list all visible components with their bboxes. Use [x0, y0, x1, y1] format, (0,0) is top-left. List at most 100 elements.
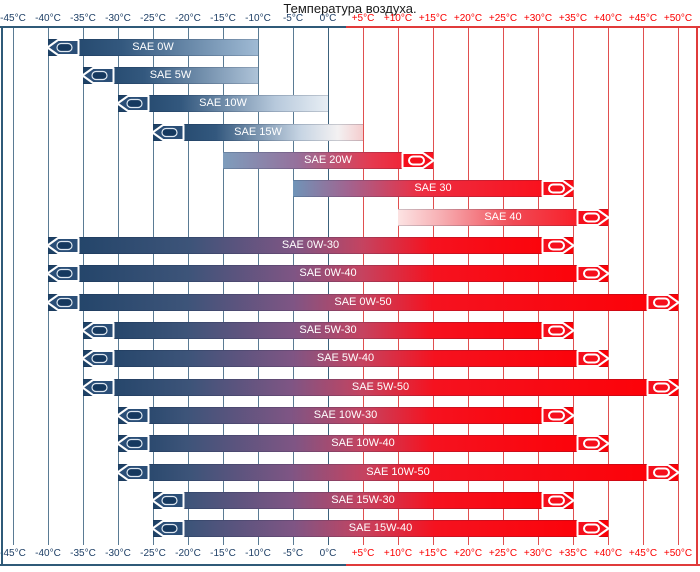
tick-label-top--15: -15°C — [210, 13, 236, 24]
bar-sae-5w: SAE 5W — [81, 67, 258, 84]
left-arrow-icon — [151, 519, 185, 543]
tick-label-bottom--45: -45°C — [0, 548, 26, 559]
tick-label-bottom-35: +35°C — [558, 548, 588, 559]
oil-bar-label: SAE 30 — [414, 182, 452, 194]
left-arrow-icon — [81, 349, 115, 373]
frame-left — [1, 26, 3, 565]
tick-label-bottom--10: -10°C — [245, 548, 271, 559]
right-arrow-icon — [576, 208, 610, 232]
bar-sae-0w: SAE 0W — [46, 39, 258, 56]
gridline--40 — [48, 27, 49, 545]
bar-sae-40: SAE 40 — [398, 209, 610, 226]
tick-label-top--5: -5°C — [282, 13, 304, 24]
oil-bar-label: SAE 5W — [149, 69, 192, 81]
bar-sae-20w: SAE 20W — [223, 152, 435, 169]
bar-sae-15w-40: SAE 15W-40 — [151, 520, 610, 537]
left-arrow-icon — [116, 406, 150, 430]
gridline--5 — [293, 27, 294, 545]
right-arrow-icon — [576, 519, 610, 543]
gridline-45 — [643, 27, 644, 545]
tick-label-bottom-5: +5°C — [351, 548, 375, 559]
bar-sae-15w: SAE 15W — [151, 124, 363, 141]
bar-sae-10w-30: SAE 10W-30 — [116, 407, 575, 424]
tick-label-bottom--5: -5°C — [282, 548, 304, 559]
oil-bar-label: SAE 10W — [199, 97, 247, 109]
oil-bar-label: SAE 10W-50 — [366, 466, 430, 478]
tick-label-bottom--40: -40°C — [35, 548, 61, 559]
oil-bar-label: SAE 15W-40 — [348, 522, 413, 534]
bar-sae-0w-50: SAE 0W-50 — [46, 294, 680, 311]
right-arrow-icon — [541, 491, 575, 515]
gridline--45 — [13, 27, 14, 545]
right-arrow-icon — [541, 406, 575, 430]
tick-label-bottom-25: +25°C — [488, 548, 518, 559]
tick-label-top-30: +30°C — [523, 13, 553, 24]
gridline-15 — [433, 27, 434, 545]
tick-label-top-45: +45°C — [628, 13, 658, 24]
tick-label-top-15: +15°C — [418, 13, 448, 24]
tick-label-top-10: +10°C — [383, 13, 413, 24]
tick-label-bottom-15: +15°C — [418, 548, 448, 559]
bar-sae-10w-40: SAE 10W-40 — [116, 435, 610, 452]
gridline-40 — [608, 27, 609, 545]
tick-label-top-20: +20°C — [453, 13, 483, 24]
oil-bar-label: SAE 0W-30 — [281, 239, 340, 251]
frame-right — [696, 26, 698, 565]
tick-label-top-0: 0°C — [319, 13, 337, 24]
tick-label-top--40: -40°C — [35, 13, 61, 24]
bar-sae-5w-50: SAE 5W-50 — [81, 379, 680, 396]
left-arrow-icon — [81, 321, 115, 345]
bar-sae-15w-30: SAE 15W-30 — [151, 492, 575, 509]
tick-label-top-50: +50°C — [663, 13, 693, 24]
gridline-0 — [328, 27, 329, 545]
gridline--15 — [223, 27, 224, 545]
oil-bar-label: SAE 5W-50 — [351, 381, 410, 393]
tick-label-bottom--20: -20°C — [175, 548, 201, 559]
right-arrow-icon — [541, 321, 575, 345]
tick-label-top-40: +40°C — [593, 13, 623, 24]
tick-label-bottom-0: 0°C — [319, 548, 337, 559]
left-arrow-icon — [46, 293, 80, 317]
oil-bar-label: SAE 5W-30 — [299, 324, 357, 336]
left-arrow-icon — [46, 38, 80, 62]
gridline-10 — [398, 27, 399, 545]
right-arrow-icon — [646, 378, 680, 402]
bar-sae-10w: SAE 10W — [116, 95, 328, 112]
oil-bar-label: SAE 10W-30 — [313, 409, 378, 421]
oil-bar-label: SAE 0W-50 — [334, 296, 392, 308]
tick-label-top--35: -35°C — [70, 13, 96, 24]
left-arrow-icon — [116, 463, 150, 487]
oil-bar-label: SAE 0W — [132, 41, 174, 53]
right-arrow-icon — [541, 236, 575, 260]
gridline-50 — [678, 27, 679, 545]
tick-label-top--20: -20°C — [175, 13, 201, 24]
left-arrow-icon — [81, 378, 115, 402]
gridline--30 — [118, 27, 119, 545]
right-arrow-icon — [576, 434, 610, 458]
bar-sae-5w-40: SAE 5W-40 — [81, 350, 610, 367]
gridline--20 — [188, 27, 189, 545]
tick-label-top-5: +5°C — [351, 13, 375, 24]
bar-sae-5w-30: SAE 5W-30 — [81, 322, 575, 339]
axis-line-negative — [0, 26, 346, 28]
oil-bar-label: SAE 10W-40 — [331, 437, 395, 449]
tick-label-top--45: -45°C — [0, 13, 26, 24]
bar-sae-0w-40: SAE 0W-40 — [46, 265, 610, 282]
tick-label-bottom-30: +30°C — [523, 548, 553, 559]
gridline--25 — [153, 27, 154, 545]
left-arrow-icon — [46, 264, 80, 288]
tick-label-bottom-45: +45°C — [628, 548, 658, 559]
left-arrow-icon — [46, 236, 80, 260]
tick-label-bottom-10: +10°C — [383, 548, 413, 559]
tick-label-bottom--15: -15°C — [210, 548, 236, 559]
right-arrow-icon — [646, 463, 680, 487]
right-arrow-icon — [646, 293, 680, 317]
oil-bar-label: SAE 20W — [304, 154, 352, 166]
gridline-25 — [503, 27, 504, 545]
gridline--35 — [83, 27, 84, 545]
gridline-20 — [468, 27, 469, 545]
right-arrow-icon — [541, 179, 575, 203]
tick-label-bottom--30: -30°C — [105, 548, 131, 559]
left-arrow-icon — [116, 434, 150, 458]
